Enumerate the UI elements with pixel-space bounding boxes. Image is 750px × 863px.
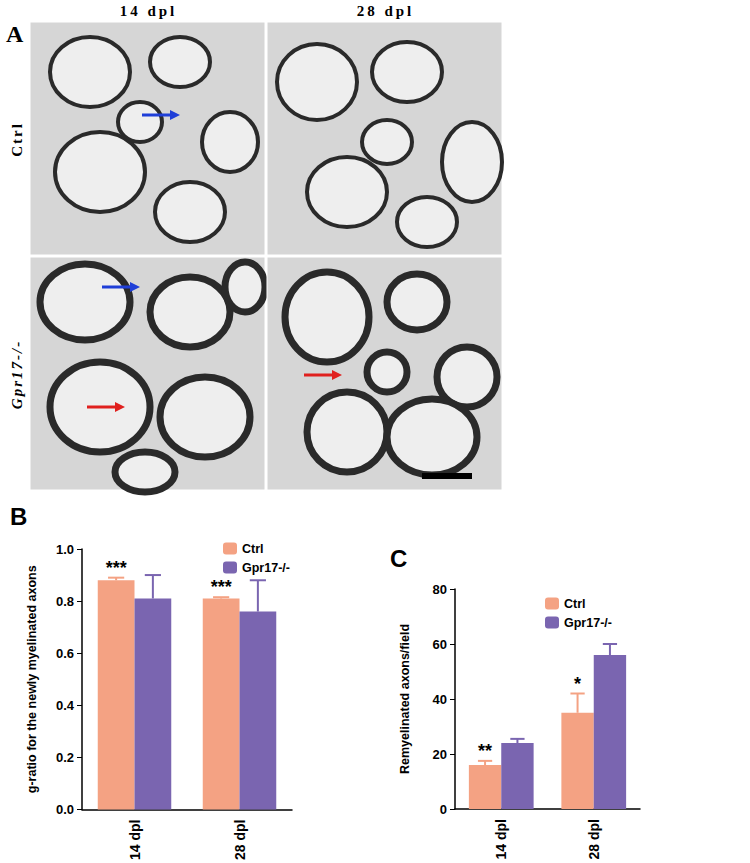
svg-text:28 dpl: 28 dpl (232, 820, 248, 860)
svg-text:14 dpl: 14 dpl (127, 820, 143, 860)
svg-text:***: *** (211, 577, 232, 597)
svg-text:A: A (6, 21, 24, 47)
svg-text:0.8: 0.8 (56, 594, 74, 609)
svg-text:0.6: 0.6 (56, 646, 74, 661)
svg-text:***: *** (106, 558, 127, 578)
svg-text:*: * (574, 674, 581, 694)
svg-text:0.0: 0.0 (56, 802, 74, 817)
svg-text:g-ratio for the newly myelinat: g-ratio for the newly myelinated axons (25, 565, 39, 793)
svg-text:Ctrl: Ctrl (9, 122, 25, 157)
svg-text:Remyelinated axons/field: Remyelinated axons/field (398, 624, 412, 774)
svg-text:20: 20 (433, 747, 447, 762)
svg-text:Gpr17-/-: Gpr17-/- (9, 340, 25, 409)
svg-text:14 dpl: 14 dpl (493, 819, 509, 859)
svg-text:0: 0 (440, 802, 447, 817)
svg-text:0.2: 0.2 (56, 750, 74, 765)
svg-text:28 dpl: 28 dpl (357, 3, 415, 19)
svg-text:14 dpl: 14 dpl (120, 3, 178, 19)
svg-text:40: 40 (433, 692, 447, 707)
svg-text:60: 60 (433, 637, 447, 652)
svg-text:28 dpl: 28 dpl (586, 819, 602, 859)
svg-text:Ctrl: Ctrl (564, 597, 586, 611)
svg-text:0.4: 0.4 (56, 698, 75, 713)
svg-text:**: ** (478, 741, 492, 761)
svg-text:Gpr17-/-: Gpr17-/- (242, 561, 290, 575)
svg-text:1.0: 1.0 (56, 542, 74, 557)
svg-text:C: C (390, 545, 407, 572)
svg-text:Gpr17-/-: Gpr17-/- (564, 616, 612, 630)
svg-text:Ctrl: Ctrl (242, 542, 264, 556)
svg-text:80: 80 (433, 582, 447, 597)
svg-text:B: B (10, 503, 27, 530)
